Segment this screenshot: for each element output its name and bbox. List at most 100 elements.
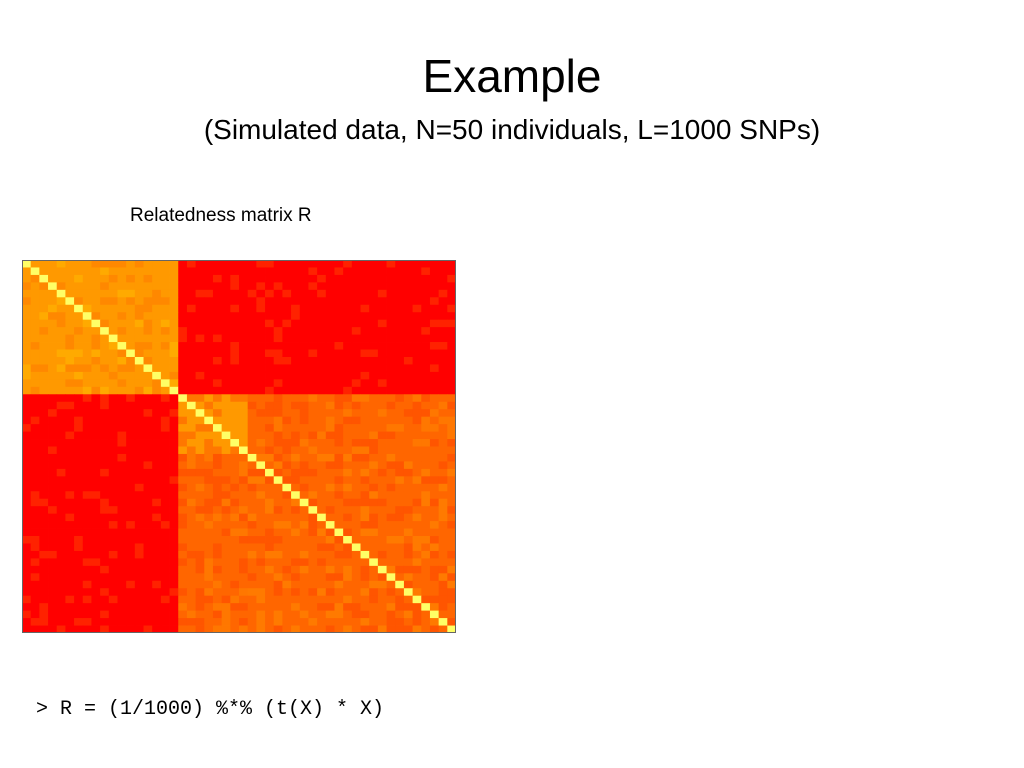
heatmap-cell: [221, 319, 231, 328]
heatmap-cell: [351, 536, 361, 544]
heatmap-cell: [308, 453, 318, 462]
heatmap-cell: [169, 424, 179, 432]
heatmap-cell: [265, 371, 275, 380]
heatmap-cell: [117, 595, 127, 604]
heatmap-cell: [369, 446, 379, 455]
heatmap-cell: [265, 327, 275, 335]
heatmap-cell: [395, 431, 405, 440]
heatmap-cell: [369, 506, 379, 515]
heatmap-cell: [230, 618, 240, 626]
heatmap-cell: [273, 573, 283, 582]
heatmap-cell: [334, 483, 344, 492]
heatmap-cell: [334, 446, 344, 455]
heatmap-cell: [282, 558, 292, 567]
heatmap-cell: [273, 446, 283, 455]
heatmap-cell: [178, 543, 188, 552]
heatmap-cell: [334, 260, 344, 268]
heatmap-cell: [152, 498, 162, 507]
heatmap-cell: [291, 461, 301, 470]
heatmap-cell: [22, 536, 32, 544]
heatmap-cell: [265, 319, 275, 328]
heatmap-cell: [152, 565, 162, 574]
heatmap-cell: [22, 282, 32, 291]
heatmap-cell: [395, 334, 405, 343]
heatmap-cell: [100, 401, 110, 410]
heatmap-cell: [56, 371, 66, 380]
heatmap-cell: [334, 625, 344, 633]
heatmap-cell: [82, 573, 92, 582]
heatmap-cell: [100, 453, 110, 462]
heatmap-cell: [178, 304, 188, 313]
heatmap-cell: [91, 431, 101, 440]
heatmap-cell: [447, 625, 456, 633]
heatmap-cell: [412, 476, 422, 485]
heatmap-cell: [447, 289, 456, 298]
heatmap-cell: [74, 289, 84, 298]
heatmap-cell: [56, 267, 66, 276]
heatmap-cell: [395, 439, 405, 447]
heatmap-cell: [56, 543, 66, 552]
heatmap-cell: [308, 267, 318, 276]
heatmap-cell: [212, 312, 223, 321]
heatmap-cell: [169, 483, 179, 492]
heatmap-cell: [100, 461, 110, 470]
heatmap-cell: [230, 521, 240, 529]
heatmap-cell: [343, 386, 353, 395]
heatmap-cell: [291, 327, 301, 335]
heatmap-cell: [204, 588, 214, 597]
heatmap-cell: [126, 297, 136, 306]
heatmap-cell: [82, 461, 92, 470]
heatmap-cell: [100, 446, 110, 455]
heatmap-cell: [126, 319, 136, 328]
heatmap-border: [22, 260, 456, 633]
heatmap-cell: [447, 342, 456, 350]
heatmap-cell: [369, 364, 379, 373]
heatmap-cell: [39, 498, 49, 507]
heatmap-cell: [256, 267, 266, 276]
heatmap-cell: [195, 312, 205, 321]
heatmap-cell: [100, 416, 110, 425]
heatmap-cell: [160, 431, 170, 440]
heatmap-cell: [117, 327, 127, 335]
heatmap-cell: [48, 439, 58, 447]
heatmap-cell: [403, 364, 413, 373]
heatmap-cell: [360, 274, 370, 283]
heatmap-cell: [82, 543, 92, 552]
heatmap-cell: [48, 386, 58, 395]
heatmap-cell: [204, 416, 214, 425]
heatmap-cell: [334, 371, 344, 380]
heatmap-cell: [117, 573, 127, 582]
heatmap-cell: [82, 260, 92, 268]
heatmap-cell: [186, 491, 196, 500]
heatmap-cell: [265, 476, 275, 485]
heatmap-cell: [256, 409, 266, 418]
heatmap-cell: [351, 498, 361, 507]
heatmap-cell: [82, 558, 92, 567]
heatmap-cell: [438, 521, 448, 529]
heatmap-cell: [325, 468, 335, 477]
heatmap-cell: [186, 528, 196, 537]
heatmap-cell: [273, 513, 283, 522]
heatmap-cell: [108, 267, 118, 276]
heatmap-cell: [74, 356, 84, 365]
heatmap-cell: [204, 356, 214, 365]
heatmap-cell: [351, 312, 361, 321]
heatmap-cell: [317, 625, 327, 633]
heatmap-cell: [108, 603, 118, 612]
heatmap-cell: [282, 543, 292, 552]
heatmap-cell: [273, 603, 283, 612]
heatmap-cell: [169, 543, 179, 552]
heatmap-cell: [429, 498, 440, 507]
heatmap-cell: [30, 498, 40, 507]
heatmap-cell: [377, 468, 387, 477]
heatmap-cell: [412, 289, 422, 298]
heatmap-cell: [143, 446, 153, 455]
heatmap-cell: [100, 603, 110, 612]
heatmap-cell: [117, 543, 127, 552]
heatmap-cell: [212, 416, 223, 425]
heatmap-cell: [247, 394, 257, 403]
heatmap-cell: [230, 588, 240, 597]
heatmap-cell: [56, 461, 66, 470]
heatmap-cell: [230, 274, 240, 283]
heatmap-cell: [429, 453, 440, 462]
